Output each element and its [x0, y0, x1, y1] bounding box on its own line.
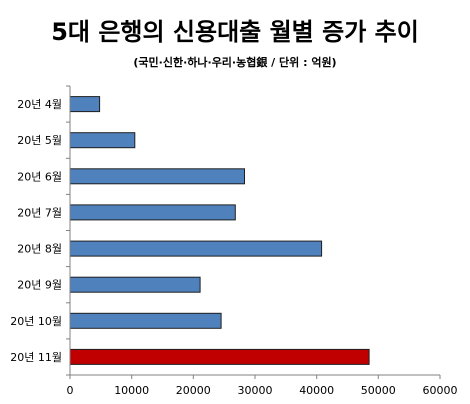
x-tick-label: 60000: [423, 384, 458, 397]
x-tick-label: 10000: [114, 384, 149, 397]
category-label: 20년 10월: [10, 315, 62, 328]
category-label: 20년 8월: [17, 243, 62, 256]
bars-group: [69, 96, 370, 365]
x-tick-label: 20000: [176, 384, 211, 397]
bar-3: [69, 168, 245, 185]
bar-8: [69, 348, 370, 365]
chart-title: 5대 은행의 신용대출 월별 증가 추이: [51, 18, 419, 46]
x-tick-label: 0: [67, 384, 74, 397]
bar-6: [69, 276, 201, 293]
category-label: 20년 6월: [17, 170, 62, 183]
category-label: 20년 9월: [17, 279, 62, 292]
bar-1: [69, 96, 101, 113]
bar-4: [69, 204, 236, 221]
bar-2: [69, 132, 136, 149]
x-tick-label: 40000: [299, 384, 334, 397]
bar-7: [69, 312, 222, 329]
category-label: 20년 4월: [17, 98, 62, 111]
category-label: 20년 5월: [17, 134, 62, 147]
chart-subtitle: (국민·신한·하나·우리·농협銀 / 단위 : 억원): [133, 56, 337, 69]
x-tick-label: 50000: [361, 384, 396, 397]
bar-5: [69, 240, 323, 257]
category-label: 20년 11월: [10, 351, 62, 364]
x-tick-label: 30000: [238, 384, 273, 397]
axes-group: 20년 4월 20년 5월 20년 6월 20년 7월 20년 8월 20년 9월 20년 …: [10, 85, 458, 397]
category-label: 20년 7월: [17, 206, 62, 219]
